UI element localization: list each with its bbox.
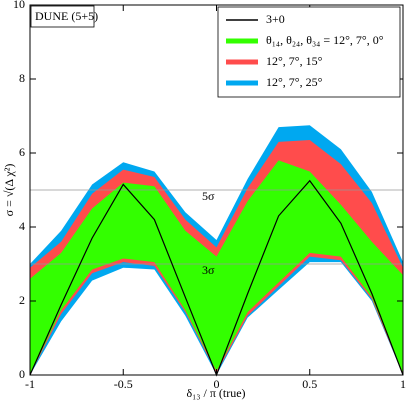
x-tick-label: -1 bbox=[25, 377, 35, 391]
x-tick-label: 0.5 bbox=[302, 377, 317, 391]
y-tick-label: 10 bbox=[13, 0, 25, 11]
band-area bbox=[30, 160, 403, 375]
y-tick-label: 2 bbox=[19, 293, 25, 307]
reference-label: 3σ bbox=[202, 263, 215, 277]
legend-label: 3+0 bbox=[266, 12, 285, 26]
annotation-box bbox=[30, 5, 95, 28]
y-tick-label: 0 bbox=[19, 367, 25, 381]
reference-label: 5σ bbox=[202, 189, 215, 203]
y-tick-label: 6 bbox=[19, 145, 25, 159]
legend-label: 12°, 7°, 15° bbox=[266, 54, 323, 68]
legend-label: θ₁₄, θ₂₄, θ₃₄ = 12°, 7°, 0° bbox=[266, 33, 384, 47]
bands bbox=[30, 125, 403, 375]
x-tick-label: 1 bbox=[400, 377, 406, 391]
x-tick-label: 0 bbox=[214, 377, 220, 391]
x-axis-label: δ₁₃ / π (true) bbox=[186, 386, 245, 400]
y-axis-label: σ = √(Δ χ²) bbox=[2, 164, 16, 217]
annotation: DUNE (5+5) bbox=[35, 9, 98, 23]
y-tick-label: 8 bbox=[19, 71, 25, 85]
y-tick-label: 4 bbox=[19, 219, 25, 233]
legend-label: 12°, 7°, 25° bbox=[266, 75, 323, 89]
x-tick-label: -0.5 bbox=[114, 377, 133, 391]
